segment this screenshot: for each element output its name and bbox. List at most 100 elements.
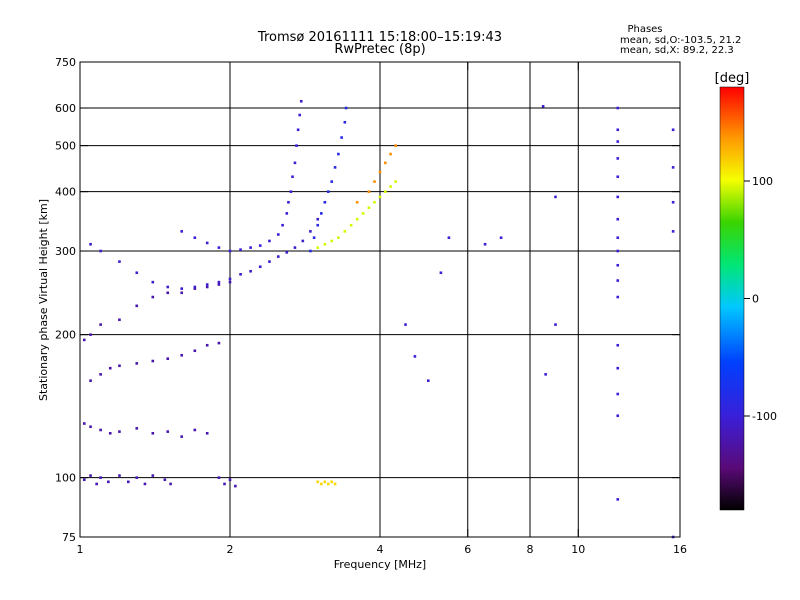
data-point <box>671 128 675 132</box>
data-point <box>281 223 284 227</box>
data-point <box>135 476 139 479</box>
data-point <box>285 251 289 254</box>
data-point <box>330 180 334 183</box>
data-point <box>616 249 620 253</box>
data-point <box>151 359 155 363</box>
data-point <box>616 175 620 179</box>
data-point <box>616 343 620 347</box>
data-point <box>320 482 323 486</box>
data-point <box>355 200 359 204</box>
data-point <box>616 217 620 221</box>
data-point <box>330 239 334 243</box>
data-point <box>616 106 620 110</box>
data-point <box>180 230 184 233</box>
y-tick-label: 100 <box>55 472 76 485</box>
data-point <box>151 295 155 299</box>
data-point <box>616 295 620 299</box>
data-point <box>89 474 92 477</box>
data-point <box>616 140 620 143</box>
data-point <box>126 480 130 484</box>
data-point <box>99 373 102 376</box>
data-point <box>99 428 102 432</box>
chart-title: Tromsø 20161111 15:18:00–15:19:43 <box>257 30 502 45</box>
data-point <box>616 195 620 199</box>
data-point <box>82 422 86 425</box>
chart-subtitle: RwPretec (8p) <box>334 42 425 57</box>
data-point <box>239 272 242 276</box>
data-point <box>316 217 320 221</box>
data-point <box>343 120 347 124</box>
data-point <box>337 236 340 240</box>
data-point <box>166 291 170 295</box>
data-point <box>217 283 221 286</box>
colorbar-tick-label: -100 <box>752 410 777 423</box>
data-point <box>217 476 221 479</box>
data-point <box>205 285 209 289</box>
data-point <box>316 480 320 484</box>
data-point <box>249 269 252 273</box>
data-point <box>349 223 353 227</box>
x-axis-label: Frequency [MHz] <box>334 558 426 571</box>
data-point <box>373 180 376 183</box>
data-point <box>276 255 280 258</box>
data-point <box>316 246 320 249</box>
data-point <box>89 425 92 429</box>
data-point <box>89 242 92 246</box>
data-point <box>108 431 112 435</box>
data-point <box>228 280 232 284</box>
data-point <box>344 106 348 110</box>
data-point <box>291 175 294 179</box>
data-point <box>554 323 557 326</box>
data-point <box>135 362 139 365</box>
data-point <box>108 366 112 370</box>
data-point <box>82 478 86 482</box>
data-point <box>118 260 121 263</box>
data-points <box>82 99 675 539</box>
data-point <box>228 249 232 253</box>
data-point <box>239 248 242 251</box>
data-point <box>367 190 371 193</box>
data-point <box>394 144 397 147</box>
info-line-x: mean, sd,X: 89.2, 22.3 <box>620 45 734 56</box>
data-point <box>616 128 620 132</box>
x-tick-label: 1 <box>77 543 84 556</box>
y-tick-label: 300 <box>55 245 76 258</box>
data-point <box>118 474 121 477</box>
data-point <box>554 195 557 199</box>
grid-lines <box>80 62 680 537</box>
data-point <box>258 265 262 269</box>
data-point <box>499 236 503 240</box>
data-point <box>323 200 327 204</box>
data-point <box>135 427 139 430</box>
data-point <box>616 157 620 160</box>
colorbar-tick-label: 100 <box>752 175 773 188</box>
data-point <box>169 482 172 486</box>
data-point <box>373 200 376 204</box>
data-point <box>426 379 430 382</box>
data-point <box>193 287 197 290</box>
data-point <box>309 249 312 253</box>
data-point <box>309 230 312 233</box>
x-tick-label: 10 <box>571 543 585 556</box>
data-point <box>293 161 297 165</box>
data-point <box>99 476 102 479</box>
axis-ticks: 1 2 4 6 8 10 16 75 100 200 300 400 500 600 750 <box>55 56 687 556</box>
data-point <box>340 136 343 139</box>
data-point <box>333 482 337 486</box>
data-point <box>323 242 327 246</box>
info-heading: Phases <box>627 24 662 35</box>
y-tick-label: 75 <box>62 531 76 544</box>
data-point <box>193 349 197 353</box>
data-point <box>180 291 184 295</box>
data-point <box>413 355 417 358</box>
data-point <box>163 478 167 482</box>
data-point <box>228 277 232 281</box>
data-point <box>118 430 121 433</box>
info-line-o: mean, sd,O:-103.5, 21.2 <box>620 35 741 46</box>
data-point <box>312 236 316 240</box>
data-point <box>327 190 330 193</box>
data-point <box>180 287 184 290</box>
data-point <box>384 161 387 165</box>
data-point <box>298 113 302 117</box>
data-point <box>205 343 209 347</box>
